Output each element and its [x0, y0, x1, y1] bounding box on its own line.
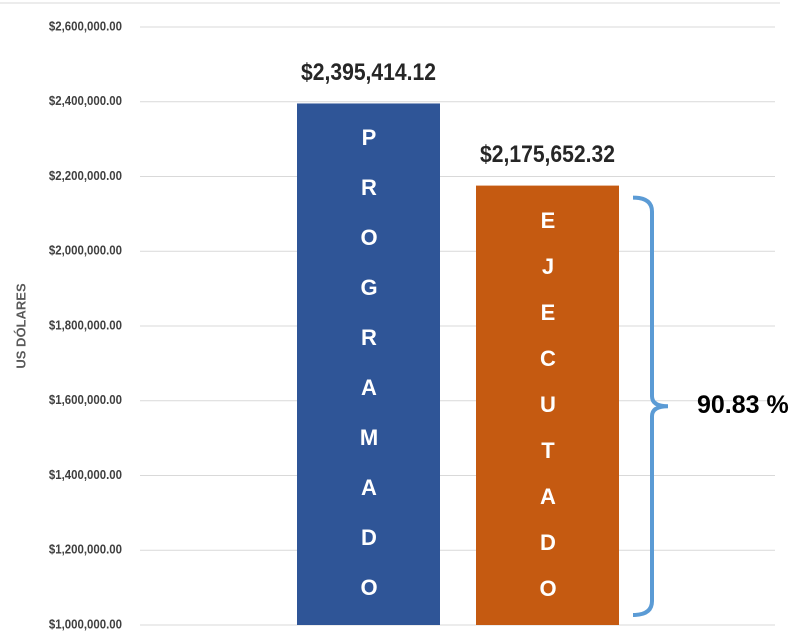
bar — [297, 103, 440, 625]
y-tick-label: $2,400,000.00 — [49, 94, 122, 109]
y-tick-label: $2,200,000.00 — [49, 168, 122, 183]
y-tick-label: $1,800,000.00 — [49, 318, 122, 333]
y-tick-label: $1,600,000.00 — [49, 393, 122, 408]
bracket — [632, 195, 669, 617]
bar-category-label: EJECUTADO — [535, 207, 561, 622]
data-label: $2,395,414.12 — [301, 59, 436, 86]
bar — [476, 185, 619, 625]
y-tick-label: $2,600,000.00 — [49, 19, 122, 34]
y-tick-label: $1,400,000.00 — [49, 467, 122, 482]
bar-category-label: PROGRAMADO — [356, 125, 382, 626]
data-label: $2,175,652.32 — [480, 141, 615, 168]
y-axis-label: US DÓLARES — [13, 283, 28, 369]
annotation: 90.83 % — [697, 391, 789, 419]
y-tick-label: $1,000,000.00 — [49, 617, 122, 632]
y-tick-label: $1,200,000.00 — [49, 542, 122, 557]
y-tick-label: $2,000,000.00 — [49, 243, 122, 258]
